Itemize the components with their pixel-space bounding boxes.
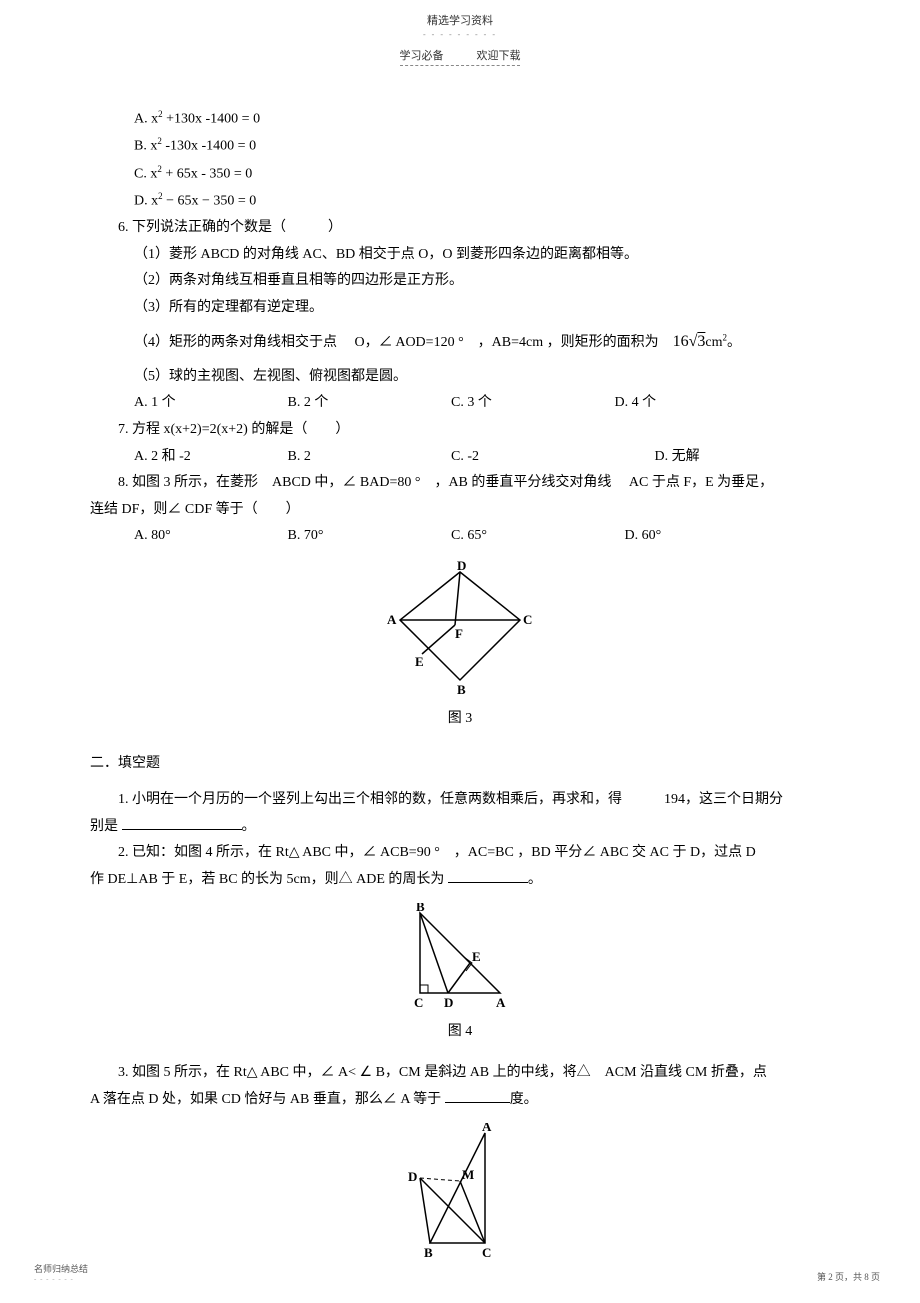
header-title: 精选学习资料 [0, 0, 920, 28]
f2-line2: 作 DE⊥AB 于 E，若 BC 的长为 5cm，则△ ADE 的周长为 。 [90, 867, 830, 894]
f3-blank [445, 1089, 510, 1103]
fig3-e: E [415, 654, 424, 669]
fig3-b: B [457, 682, 466, 697]
fig3-label: 图 3 [90, 706, 830, 733]
q8-options: A. 80° B. 70° C. 65° D. 60° [90, 523, 830, 550]
q7-opt-b: B. 2 [288, 444, 448, 471]
page-content: A. x2 +130x -1400 = 0 B. x2 -130x -1400 … [0, 66, 920, 1263]
q6-opt-b: B. 2 个 [288, 390, 448, 417]
q8-line2: 连结 DF，则∠ CDF 等于（ ） [90, 497, 830, 524]
q6-opt-d: D. 4 个 [615, 390, 657, 417]
f3-line2: A 落在点 D 处，如果 CD 恰好与 AB 垂直，那么∠ A 等于 度。 [90, 1087, 830, 1114]
fig4-b: B [416, 903, 425, 914]
header-dots: - - - - - - - - - [0, 30, 920, 39]
header-sub-right: 欢迎下载 [477, 50, 521, 62]
f1-line1: 1. 小明在一个月历的一个竖列上勾出三个相邻的数，任意两数相乘后，再求和，得 1… [90, 787, 830, 814]
f1-line2: 别是 。 [90, 814, 830, 841]
q7-opt-d: D. 无解 [655, 444, 700, 471]
fig4-c: C [414, 995, 423, 1010]
fig3-a: A [387, 612, 397, 627]
f3-line1: 3. 如图 5 所示，在 Rt△ ABC 中，∠ A< ∠ B，CM 是斜边 A… [90, 1060, 830, 1087]
f2-line1: 2. 已知：如图 4 所示，在 Rt△ ABC 中，∠ ACB=90 ° ，AC… [90, 840, 830, 867]
fig5-c: C [482, 1245, 491, 1260]
figure-3: D C B A E F [90, 560, 830, 700]
figure-4: B E C D A [90, 903, 830, 1013]
q6-opt-a: A. 1 个 [134, 390, 284, 417]
f2-blank [448, 869, 528, 883]
q6-s2: （2）两条对角线互相垂直且相等的四边形是正方形。 [90, 268, 830, 295]
eq-option-a: A. x2 +130x -1400 = 0 [90, 106, 830, 133]
eq-option-d: D. x2 − 65x − 350 = 0 [90, 188, 830, 215]
fig5-a: A [482, 1123, 492, 1134]
q6-stem: 6. 下列说法正确的个数是（ ） [90, 215, 830, 242]
eq-option-c: C. x2 + 65x - 350 = 0 [90, 161, 830, 188]
eq-option-b: B. x2 -130x -1400 = 0 [90, 133, 830, 160]
fig5-b: B [424, 1245, 433, 1260]
fig3-c: C [523, 612, 532, 627]
q8-line1: 8. 如图 3 所示，在菱形 ABCD 中，∠ BAD=80 ° ，AB 的垂直… [90, 470, 830, 497]
q6-s5: （5）球的主视图、左视图、俯视图都是圆。 [90, 364, 830, 391]
q8-opt-a: A. 80° [134, 523, 284, 550]
q6-s1: （1）菱形 ABCD 的对角线 AC、BD 相交于点 O，O 到菱形四条边的距离… [90, 242, 830, 269]
fig3-d: D [457, 560, 466, 573]
header-subtitle: 学习必备 欢迎下载 [0, 47, 920, 63]
f1-blank [122, 816, 242, 830]
fig4-a: A [496, 995, 506, 1010]
q8-opt-d: D. 60° [625, 523, 662, 550]
figure-5: A M D B C [90, 1123, 830, 1263]
fig4-label: 图 4 [90, 1019, 830, 1046]
q6-opt-c: C. 3 个 [451, 390, 611, 417]
q8-opt-b: B. 70° [288, 523, 448, 550]
fig4-e: E [472, 949, 481, 964]
fig5-m: M [462, 1167, 474, 1182]
q7-opt-c: C. -2 [451, 444, 651, 471]
header-sub-left: 学习必备 [400, 50, 444, 62]
footer-left: 名师归纳总结 - - - - - - - [34, 1262, 88, 1283]
q8-opt-c: C. 65° [451, 523, 621, 550]
q7-options: A. 2 和 -2 B. 2 C. -2 D. 无解 [90, 444, 830, 471]
q6-s3: （3）所有的定理都有逆定理。 [90, 295, 830, 322]
footer-right: 第 2 页，共 8 页 [817, 1270, 880, 1283]
fig5-d: D [408, 1169, 417, 1184]
q6-s4: （4）矩形的两条对角线相交于点 O，∠ AOD=120 ° ，AB=4cm ，则… [90, 327, 830, 357]
q6-options: A. 1 个 B. 2 个 C. 3 个 D. 4 个 [90, 390, 830, 417]
fig4-d: D [444, 995, 453, 1010]
fig3-f: F [455, 626, 463, 641]
q7-opt-a: A. 2 和 -2 [134, 444, 284, 471]
section-2-title: 二．填空题 [90, 751, 830, 778]
q7-stem: 7. 方程 x(x+2)=2(x+2) 的解是（ ） [90, 417, 830, 444]
